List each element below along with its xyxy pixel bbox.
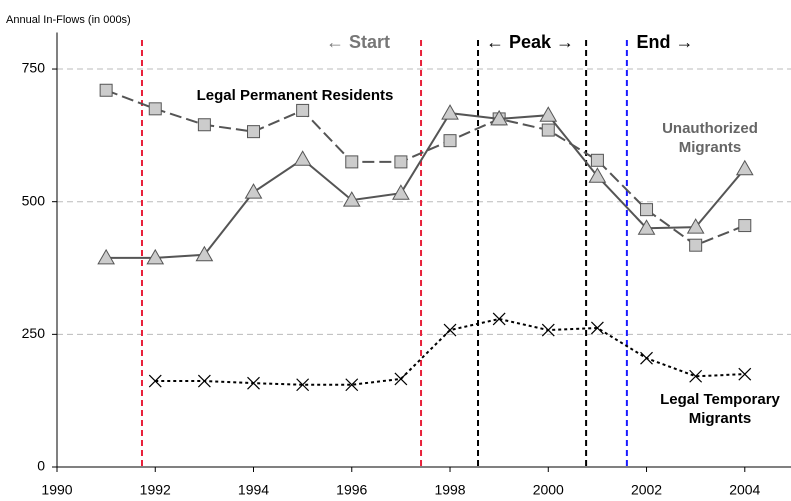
- marker: [640, 351, 653, 365]
- x-tick-label: 1990: [41, 482, 72, 498]
- series-line: [105, 89, 746, 247]
- x-tick-label: 1996: [336, 482, 367, 498]
- marker: [738, 367, 752, 381]
- x-tick-label: 1998: [434, 482, 465, 498]
- series-label: Legal Temporary Migrants: [660, 391, 780, 427]
- marker: [195, 245, 214, 262]
- marker: [738, 219, 752, 233]
- marker: [394, 372, 408, 386]
- marker: [197, 374, 211, 388]
- marker: [296, 378, 310, 392]
- marker: [345, 378, 359, 392]
- marker: [244, 183, 263, 199]
- marker: [443, 323, 457, 337]
- series-label: Unauthorized Migrants: [662, 120, 758, 156]
- marker: [689, 238, 703, 252]
- series-line: [155, 317, 745, 386]
- y-tick-label: 0: [37, 458, 45, 474]
- marker: [490, 109, 509, 126]
- y-axis-label: Annual In-Flows (in 000s): [6, 14, 131, 26]
- marker: [293, 150, 312, 166]
- x-tick-label: 1994: [238, 482, 269, 498]
- marker: [492, 312, 506, 326]
- marker: [394, 155, 408, 169]
- annotation: ← Peak →: [486, 32, 574, 52]
- marker: [392, 184, 410, 200]
- marker: [99, 83, 113, 97]
- y-tick-label: 750: [22, 60, 46, 76]
- marker: [247, 376, 260, 390]
- marker: [443, 134, 457, 148]
- marker: [441, 104, 459, 120]
- series-label: Legal Permanent Residents: [196, 87, 394, 104]
- marker: [541, 123, 555, 137]
- marker: [197, 118, 211, 132]
- marker: [637, 219, 656, 235]
- marker: [590, 321, 604, 335]
- marker: [588, 167, 607, 183]
- y-tick-label: 500: [22, 192, 46, 208]
- series-line: [106, 112, 746, 259]
- x-tick-label: 2004: [729, 482, 760, 498]
- marker: [686, 218, 705, 234]
- marker: [146, 248, 165, 265]
- marker: [247, 125, 261, 139]
- marker: [342, 191, 361, 207]
- y-tick-label: 250: [22, 325, 46, 341]
- x-tick-label: 2002: [631, 482, 662, 498]
- marker: [735, 159, 754, 176]
- marker: [148, 374, 162, 388]
- marker: [539, 106, 558, 122]
- marker: [541, 323, 555, 337]
- x-tick-label: 1992: [140, 482, 171, 498]
- marker: [640, 203, 654, 217]
- annotation: ← Start: [326, 32, 390, 52]
- marker: [689, 369, 703, 383]
- annotation: End →: [637, 32, 694, 52]
- marker: [296, 103, 310, 117]
- marker: [148, 102, 162, 116]
- marker: [345, 155, 359, 169]
- x-tick-label: 2000: [533, 482, 564, 498]
- marker: [97, 248, 115, 265]
- marker: [590, 153, 604, 167]
